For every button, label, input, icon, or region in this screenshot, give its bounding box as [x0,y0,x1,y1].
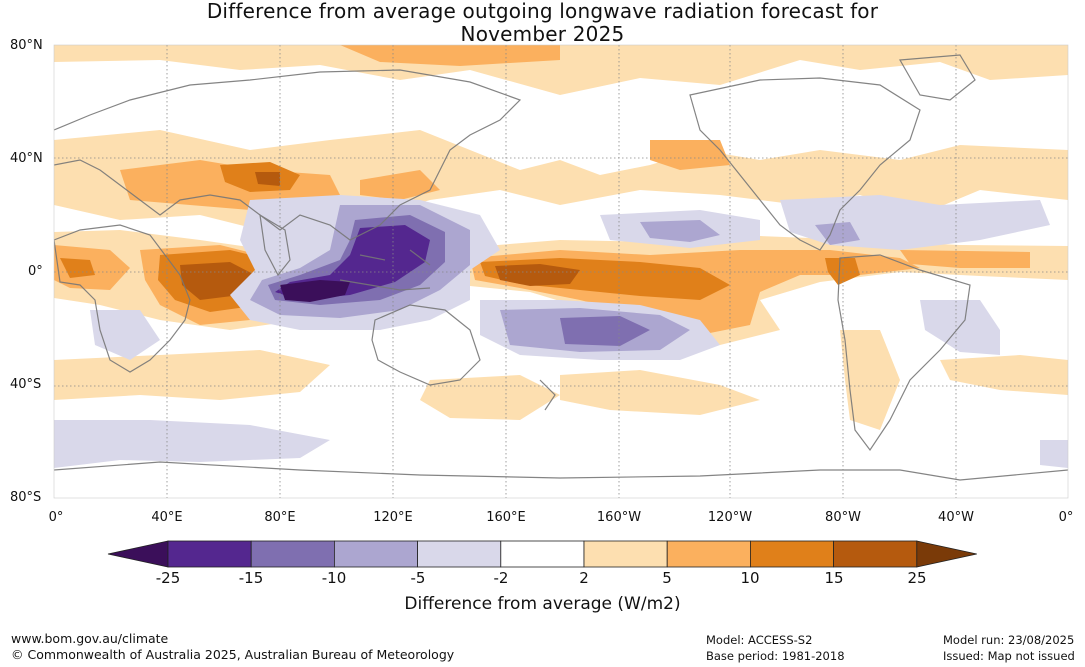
colorbar-segment [167,540,252,568]
colorbar-tick-15: 15 [824,569,844,587]
colorbar-tick-minus10: -10 [321,569,347,587]
lat-label-80n: 80°N [10,38,43,53]
colorbar-segment [666,540,751,568]
lon-label-40e: 40°E [151,510,183,525]
anomaly-field [54,45,1068,481]
lon-label-0-left: 0° [48,510,64,525]
colorbar [107,540,977,568]
lon-label-160w: 160°W [596,510,642,525]
colorbar-tick-5: 5 [662,569,672,587]
title-line-1: Difference from average outgoing longwav… [206,0,879,23]
colorbar-segment [583,540,668,568]
coastlines [54,54,1068,481]
colorbar-tick-minus2: -2 [493,569,509,587]
lat-label-equator: 0° [28,264,43,279]
footer-model: Model: ACCESS-S2 [706,633,813,647]
colorbar-segment [833,540,918,568]
lon-label-120e: 120°E [373,510,413,525]
colorbar-extend-high [916,540,977,568]
lat-label-40n: 40°N [10,151,43,166]
colorbar-tick-25: 25 [907,569,927,587]
colorbar-segment [750,540,835,568]
colorbar-segment [500,540,585,568]
lon-label-40w: 40°W [938,510,974,525]
lon-label-80e: 80°E [264,510,296,525]
colorbar-segment [250,540,335,568]
lon-label-0-right: 0° [1058,510,1074,525]
lon-label-160e: 160°E [486,510,526,525]
lon-label-120w: 120°W [707,510,753,525]
title-line-2: November 2025 [460,22,625,46]
chart-title: Difference from average outgoing longwav… [0,0,1085,46]
graticule [54,45,1068,498]
colorbar-segment [417,540,502,568]
footer-copyright: © Commonwealth of Australia 2025, Austra… [11,647,455,662]
colorbar-title: Difference from average (W/m2) [404,594,681,614]
colorbar-tick-10: 10 [740,569,760,587]
footer-model-run: Model run: 23/08/2025 [943,633,1075,647]
lat-label-40s: 40°S [10,377,42,392]
colorbar-tick-minus15: -15 [238,569,264,587]
colorbar-segment [333,540,418,568]
map-frame [53,44,1069,499]
anomaly-negative-below-25 [280,280,350,302]
lon-label-80w: 80°W [825,510,861,525]
footer-issued: Issued: Map not issued [943,649,1075,663]
colorbar-tick-minus25: -25 [155,569,181,587]
footer-url: www.bom.gov.au/climate [11,631,169,646]
colorbar-tick-minus5: -5 [410,569,426,587]
colorbar-extend-low [107,540,169,568]
lat-label-80s: 80°S [10,490,42,505]
colorbar-tick-2: 2 [579,569,589,587]
footer-base-period: Base period: 1981-2018 [706,649,845,663]
